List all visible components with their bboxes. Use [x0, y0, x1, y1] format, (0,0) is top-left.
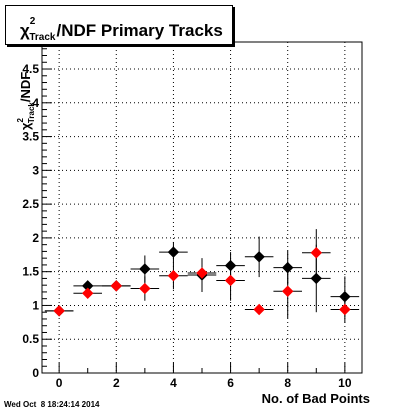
x-tick-label: 8 [284, 376, 291, 390]
data-marker [82, 287, 94, 299]
y-axis-label: χ2 Track/NDF [16, 72, 36, 130]
data-marker [196, 267, 208, 279]
grid [42, 42, 362, 374]
y-tick-label: 2.5 [22, 197, 39, 211]
chart-title: χ2 Track/NDF Primary Tracks [5, 5, 233, 45]
data-marker [139, 263, 151, 275]
plot-frame [41, 41, 363, 374]
y-tick-label: 1.5 [22, 265, 39, 279]
ticks [42, 41, 346, 374]
title-sup: 2 [29, 16, 36, 27]
y-tick-label: 4.5 [22, 62, 39, 76]
y-label-sub: Track [27, 102, 36, 123]
x-tick-label: 0 [56, 376, 63, 390]
data-points [44, 229, 360, 324]
data-marker [339, 303, 351, 316]
data-marker [139, 282, 151, 295]
data-marker [167, 246, 180, 258]
title-sub: Track [29, 32, 56, 44]
y-tick-label: 1 [32, 298, 39, 312]
data-marker [110, 280, 122, 292]
svg-text:χ2Track/NDF: χ2 Track/NDF [16, 72, 36, 130]
y-label-symbol: χ [18, 122, 33, 130]
data-marker [224, 274, 237, 287]
data-marker [167, 270, 180, 282]
data-marker [53, 305, 65, 317]
x-tick-label: 2 [113, 376, 120, 390]
y-tick-label: 0.5 [22, 332, 39, 346]
y-tick-label: 4 [32, 96, 39, 110]
y-tick-label: 3.5 [22, 130, 39, 144]
data-marker [310, 247, 322, 259]
x-axis-label: No. of Bad Points [262, 391, 370, 406]
timestamp: Wed Oct 8 18:24:14 2014 [4, 400, 100, 409]
y-tick-label: 2 [32, 231, 39, 245]
data-marker [253, 251, 265, 263]
data-marker [282, 285, 294, 297]
data-marker [253, 303, 265, 316]
data-marker [310, 272, 322, 285]
title-symbol: χ [20, 21, 30, 40]
y-label-sup: 2 [16, 118, 25, 123]
x-tick-label: 6 [227, 376, 234, 390]
y-label-rest: /NDF [18, 72, 33, 102]
x-tick-label: 10 [338, 376, 352, 390]
y-tick-label: 3 [32, 163, 39, 177]
x-tick-label: 4 [170, 376, 177, 390]
title-main: /NDF Primary Tracks [56, 21, 223, 40]
y-tick-label: 0 [32, 366, 39, 380]
tick-labels: 0 2 4 6 8 10 0 0.5 1 1.5 2 2.5 3 3.5 4 4.5 [22, 62, 352, 390]
